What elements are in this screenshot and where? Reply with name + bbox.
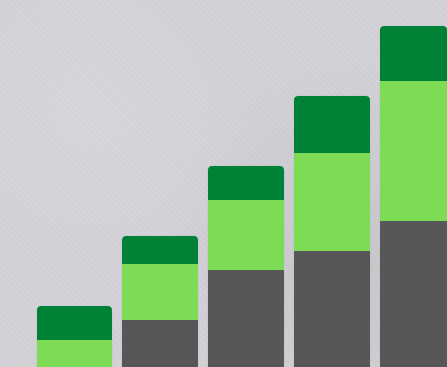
bar-2-light-green-segment (122, 264, 198, 320)
bar-1 (37, 306, 112, 367)
bar-4 (294, 96, 370, 367)
bar-1-dark-green-segment (37, 306, 112, 340)
bar-5-dark-green-segment (380, 26, 447, 81)
bar-4-dark-green-segment (294, 96, 370, 153)
bar-5-light-green-segment (380, 81, 447, 221)
bar-2 (122, 236, 198, 367)
bar-2-dark-green-segment (122, 236, 198, 264)
bar-2-gray-segment (122, 320, 198, 367)
bar-4-gray-segment (294, 251, 370, 367)
bar-3-light-green-segment (208, 200, 284, 270)
bar-3 (208, 166, 284, 367)
bar-3-dark-green-segment (208, 166, 284, 200)
bar-5-gray-segment (380, 221, 447, 367)
bar-5 (380, 26, 447, 367)
bar-1-light-green-segment (37, 340, 112, 367)
bar-4-light-green-segment (294, 153, 370, 251)
bar-3-gray-segment (208, 270, 284, 367)
